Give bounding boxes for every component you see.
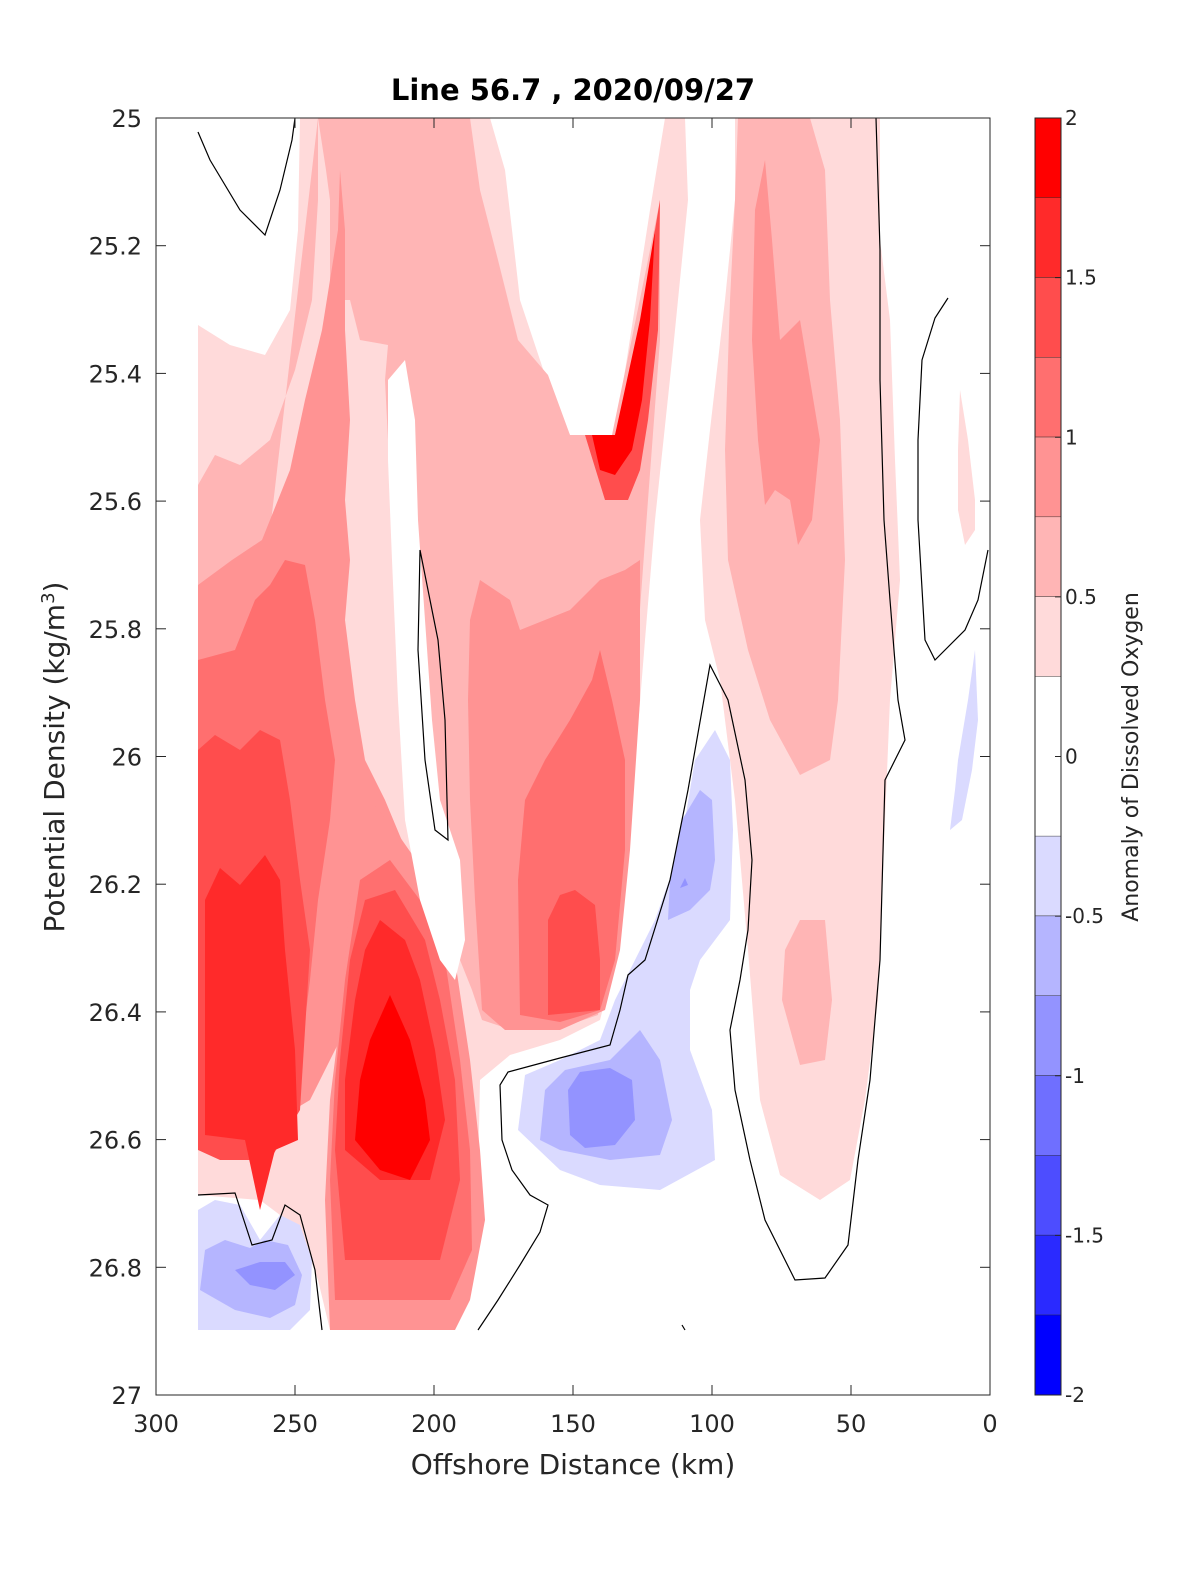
y-tick-label: 26.6: [89, 1127, 142, 1155]
colorbar-swatch: [1035, 916, 1061, 996]
colorbar-swatch: [1035, 1315, 1061, 1395]
colorbar-swatch: [1035, 517, 1061, 597]
x-tick-label: 300: [133, 1410, 179, 1438]
contour-band-deep-5: [355, 995, 430, 1180]
colorbar-tick-label: 2: [1065, 106, 1078, 130]
zero-contour-lines: [197, 118, 989, 1331]
contour-band-nearshore-5: [958, 390, 975, 545]
contour-band-nearshore-3: [752, 160, 820, 545]
y-tick-label: 25.4: [89, 360, 142, 388]
colorbar-swatch: [1035, 995, 1061, 1076]
x-tick-label: 100: [689, 1410, 735, 1438]
y-tick-label: 25.8: [89, 616, 142, 644]
y-tick-label: 25: [111, 105, 142, 133]
colorbar-swatch: [1035, 277, 1061, 358]
colorbar: 2 1.5 1 0.5 0 -0.5 -1 -1.5 -2: [1034, 106, 1104, 1407]
contour-fields: [197, 118, 989, 1331]
colorbar-tick-label: -1.5: [1065, 1223, 1104, 1247]
y-axis-label: Potential Density (kg/m3): [38, 582, 72, 933]
y-tick-label: 26: [111, 744, 142, 772]
x-axis-label: Offshore Distance (km): [411, 1448, 736, 1481]
contour-negative-nearshore: [950, 650, 978, 830]
colorbar-tick-label: 1.5: [1065, 266, 1097, 290]
colorbar-swatch: [1035, 437, 1061, 518]
chart-title: Line 56.7 , 2020/09/27: [391, 73, 755, 107]
contour-band-mid-3: [548, 890, 600, 1015]
colorbar-swatch: [1035, 1075, 1061, 1156]
colorbar-swatch: [1035, 596, 1061, 677]
colorbar-swatch: [1035, 1235, 1061, 1316]
y-tick-label: 26.8: [89, 1254, 142, 1282]
colorbar-tick-label: 0: [1065, 745, 1078, 769]
colorbar-tick-label: -1: [1065, 1064, 1085, 1088]
colorbar-swatch: [1035, 1155, 1061, 1236]
contour-band-offshore-6: [205, 855, 298, 1210]
x-tick-label: 0: [982, 1410, 997, 1438]
x-tick-label: 50: [836, 1410, 867, 1438]
y-tick-label: 27: [111, 1382, 142, 1410]
colorbar-swatch: [1035, 197, 1061, 278]
contour-band-nearshore-4: [782, 920, 832, 1065]
colorbar-label: Anomaly of Dissolved Oxygen: [1119, 592, 1144, 922]
x-axis: 300 250 200 150 100 50 0: [133, 118, 998, 1438]
contour-gap-interior: [388, 360, 465, 980]
x-tick-label: 250: [272, 1410, 318, 1438]
contour-negative-mid-3: [568, 1068, 635, 1148]
contour-band-shallow-2: [592, 230, 655, 475]
colorbar-swatch: [1035, 357, 1061, 438]
colorbar-tick-label: -2: [1065, 1383, 1085, 1407]
y-tick-label: 26.2: [89, 871, 142, 899]
contour-negative-tongue-1: [668, 790, 715, 920]
y-tick-label: 25.6: [89, 488, 142, 516]
contour-negative-west-3: [235, 1262, 295, 1290]
colorbar-tick-label: 0.5: [1065, 585, 1097, 609]
y-axis-label-close: ): [38, 582, 71, 593]
y-axis-label-base: Potential Density (kg/m: [38, 604, 71, 933]
y-tick-label: 26.4: [89, 999, 142, 1027]
x-tick-label: 200: [411, 1410, 457, 1438]
colorbar-tick-label: -0.5: [1065, 904, 1104, 928]
contour-negative-tongue-2: [680, 878, 688, 888]
contour-band-shallow-1: [585, 200, 660, 500]
colorbar-tick-label: 1: [1065, 425, 1078, 449]
y-axis: 25 25.2 25.4 25.6 25.8 26 26.2 26.4 26.6 26.8 27: [89, 105, 990, 1410]
colorbar-swatch: [1035, 836, 1061, 917]
contour-band-mid-2: [518, 650, 625, 1022]
y-tick-label: 25.2: [89, 233, 142, 261]
colorbar-swatch: [1035, 118, 1061, 198]
x-tick-label: 150: [550, 1410, 596, 1438]
y-axis-label-superscript: 3: [38, 592, 59, 603]
